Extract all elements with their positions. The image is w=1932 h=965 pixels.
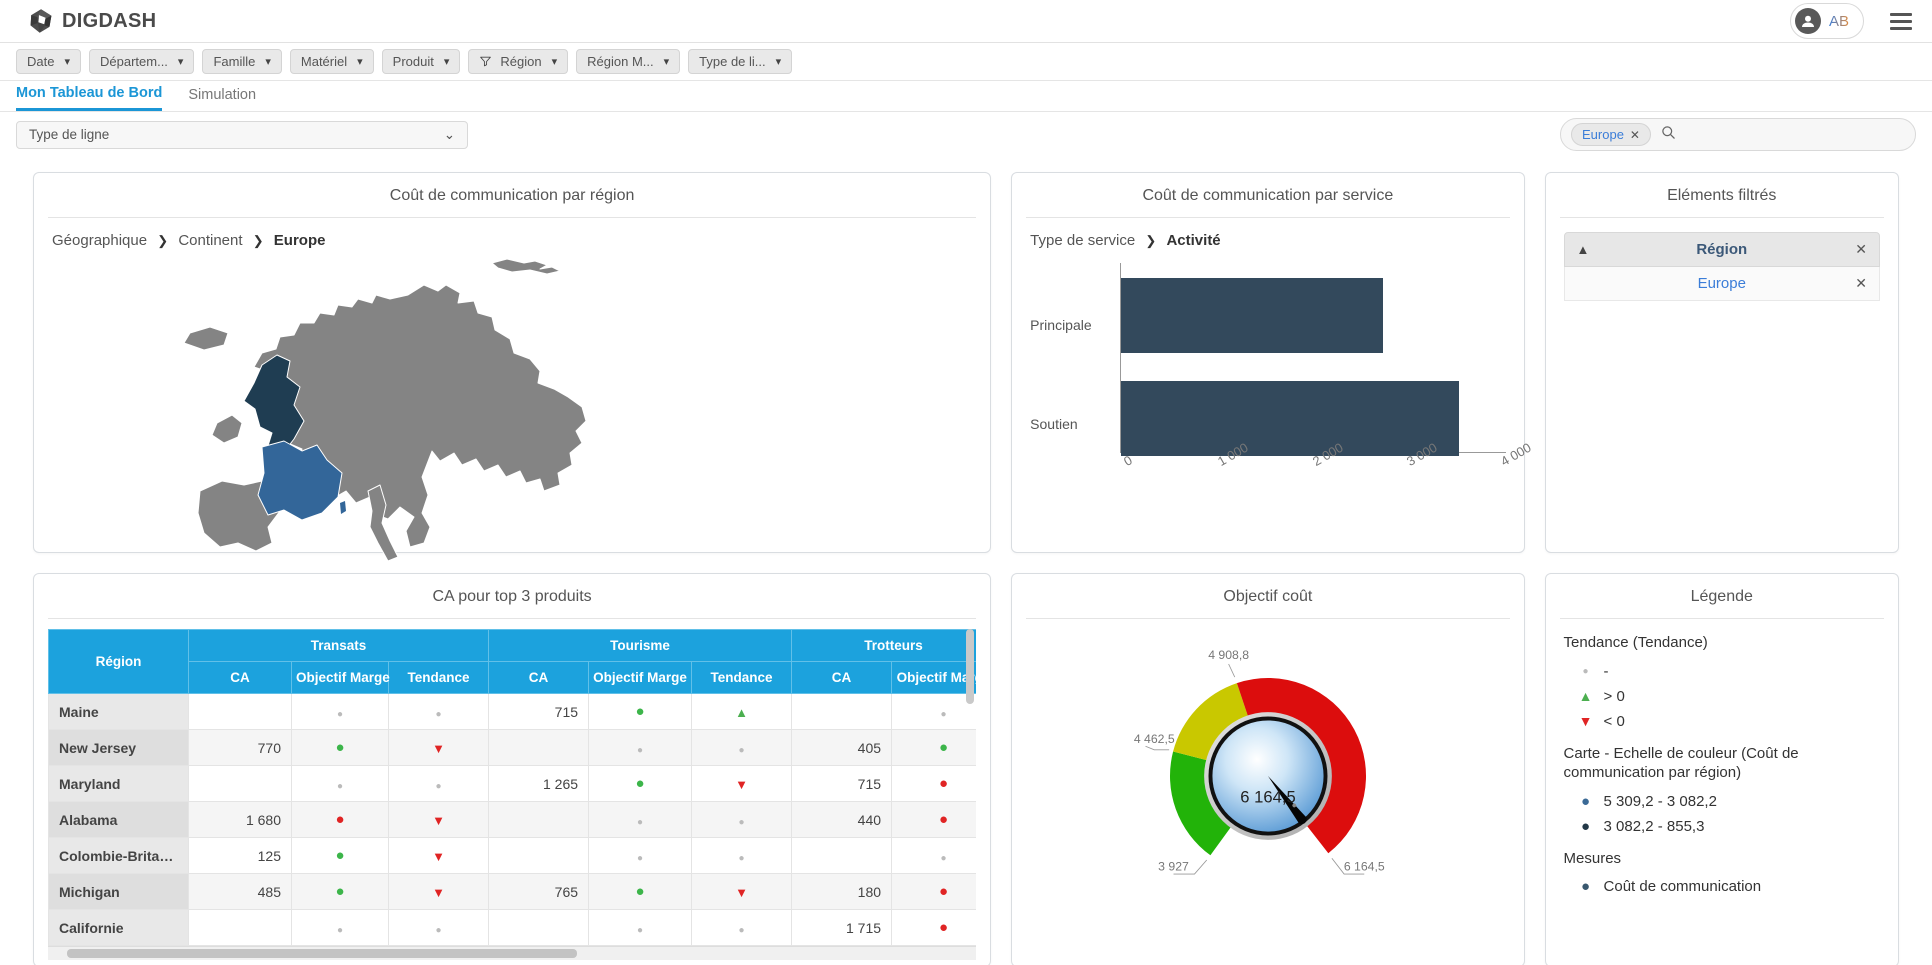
svg-text:6 164,5: 6 164,5 bbox=[1240, 787, 1295, 806]
svg-text:3 927: 3 927 bbox=[1158, 860, 1189, 874]
svg-text:4 908,8: 4 908,8 bbox=[1208, 648, 1249, 662]
svg-text:4 462,5: 4 462,5 bbox=[1134, 732, 1175, 746]
svg-text:6 164,5: 6 164,5 bbox=[1344, 860, 1385, 874]
